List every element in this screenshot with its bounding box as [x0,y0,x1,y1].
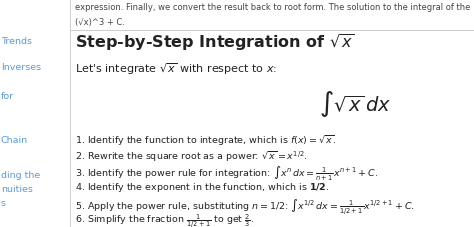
Text: Trends: Trends [1,37,32,46]
Text: 1. Identify the function to integrate, which is $f(x) = \sqrt{x}$.: 1. Identify the function to integrate, w… [75,133,336,147]
Text: Let's integrate $\sqrt{x}$ with respect to $x$:: Let's integrate $\sqrt{x}$ with respect … [75,61,277,77]
Text: nuities: nuities [1,184,33,193]
Text: 6. Simplify the fraction $\frac{1}{1/2+1}$ to get $\frac{2}{3}$.: 6. Simplify the fraction $\frac{1}{1/2+1… [75,212,254,227]
Text: (√x)^3 + C.: (√x)^3 + C. [75,18,125,27]
Text: for: for [1,92,14,101]
Text: Chain: Chain [1,135,28,144]
Text: expression. Finally, we convert the result back to root form. The solution to th: expression. Finally, we convert the resu… [75,3,470,12]
Text: 4. Identify the exponent in the function, which is $\mathbf{1/2}$.: 4. Identify the exponent in the function… [75,180,329,193]
Text: Step-by-Step Integration of $\sqrt{x}$: Step-by-Step Integration of $\sqrt{x}$ [75,32,355,53]
Text: 3. Identify the power rule for integration: $\int x^n\, dx = \frac{1}{n+1}x^{n+1: 3. Identify the power rule for integrati… [75,165,378,183]
Text: 5. Apply the power rule, substituting $n = 1/2$: $\int x^{1/2}\, dx = \frac{1}{1: 5. Apply the power rule, substituting $n… [75,196,415,216]
Text: $\int \sqrt{x}\, dx$: $\int \sqrt{x}\, dx$ [319,89,392,118]
Text: 2. Rewrite the square root as a power: $\sqrt{x} = x^{1/2}$.: 2. Rewrite the square root as a power: $… [75,149,308,163]
Text: s: s [1,198,6,207]
Text: Inverses: Inverses [1,62,41,72]
Text: ding the: ding the [1,170,40,179]
